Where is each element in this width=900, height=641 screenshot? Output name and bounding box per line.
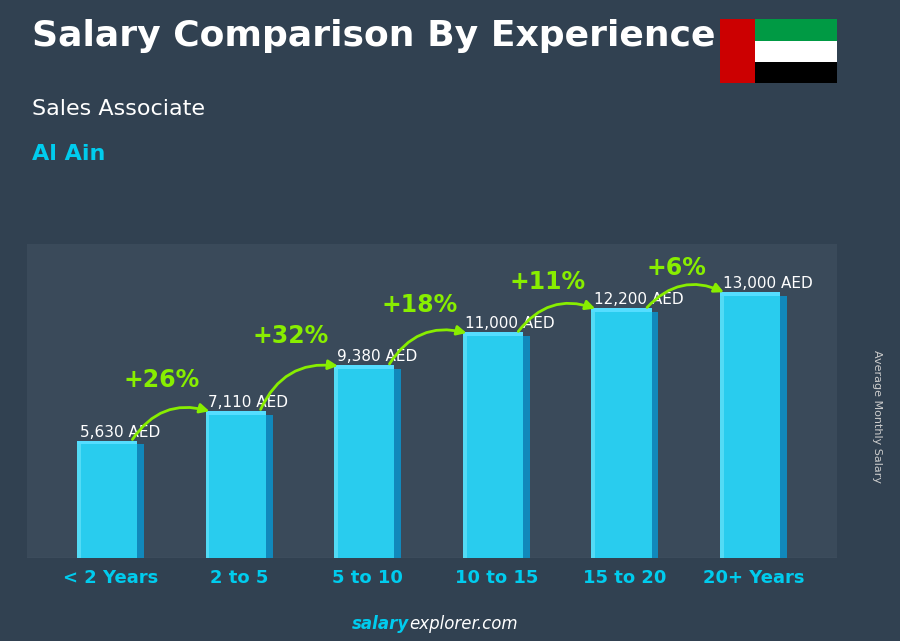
Bar xyxy=(334,369,394,558)
Bar xyxy=(266,415,273,558)
Text: 5,630 AED: 5,630 AED xyxy=(80,424,160,440)
Bar xyxy=(138,444,144,558)
Bar xyxy=(463,333,523,336)
Text: 11,000 AED: 11,000 AED xyxy=(465,317,555,331)
Bar xyxy=(591,312,652,558)
Text: +6%: +6% xyxy=(646,256,706,279)
Bar xyxy=(463,336,523,558)
Text: +18%: +18% xyxy=(381,293,457,317)
Text: 12,200 AED: 12,200 AED xyxy=(594,292,684,307)
Text: 9,380 AED: 9,380 AED xyxy=(337,349,417,364)
Text: +11%: +11% xyxy=(509,271,586,294)
Bar xyxy=(652,312,658,558)
Text: Al Ain: Al Ain xyxy=(32,144,105,164)
Bar xyxy=(591,308,652,312)
Bar xyxy=(394,369,401,558)
Text: 13,000 AED: 13,000 AED xyxy=(723,276,813,291)
Bar xyxy=(720,296,780,558)
Bar xyxy=(463,336,466,558)
Bar xyxy=(591,312,595,558)
Bar xyxy=(77,444,138,558)
Bar xyxy=(720,19,755,83)
Text: Average Monthly Salary: Average Monthly Salary xyxy=(872,350,883,483)
Text: +32%: +32% xyxy=(252,324,328,348)
Bar xyxy=(720,19,837,41)
Bar xyxy=(334,365,394,369)
Bar xyxy=(77,440,138,444)
Bar xyxy=(720,292,780,296)
Text: 7,110 AED: 7,110 AED xyxy=(208,395,288,410)
Bar xyxy=(206,411,266,415)
Text: Sales Associate: Sales Associate xyxy=(32,99,204,119)
Bar xyxy=(206,415,266,558)
Bar xyxy=(334,369,338,558)
Text: salary: salary xyxy=(352,615,410,633)
Bar xyxy=(523,336,530,558)
Bar xyxy=(720,62,837,83)
Bar xyxy=(206,415,210,558)
Bar xyxy=(780,296,787,558)
Text: +26%: +26% xyxy=(124,368,200,392)
Text: explorer.com: explorer.com xyxy=(410,615,518,633)
Bar xyxy=(720,40,837,62)
Bar xyxy=(77,444,81,558)
Text: Salary Comparison By Experience: Salary Comparison By Experience xyxy=(32,19,715,53)
Bar xyxy=(720,296,724,558)
